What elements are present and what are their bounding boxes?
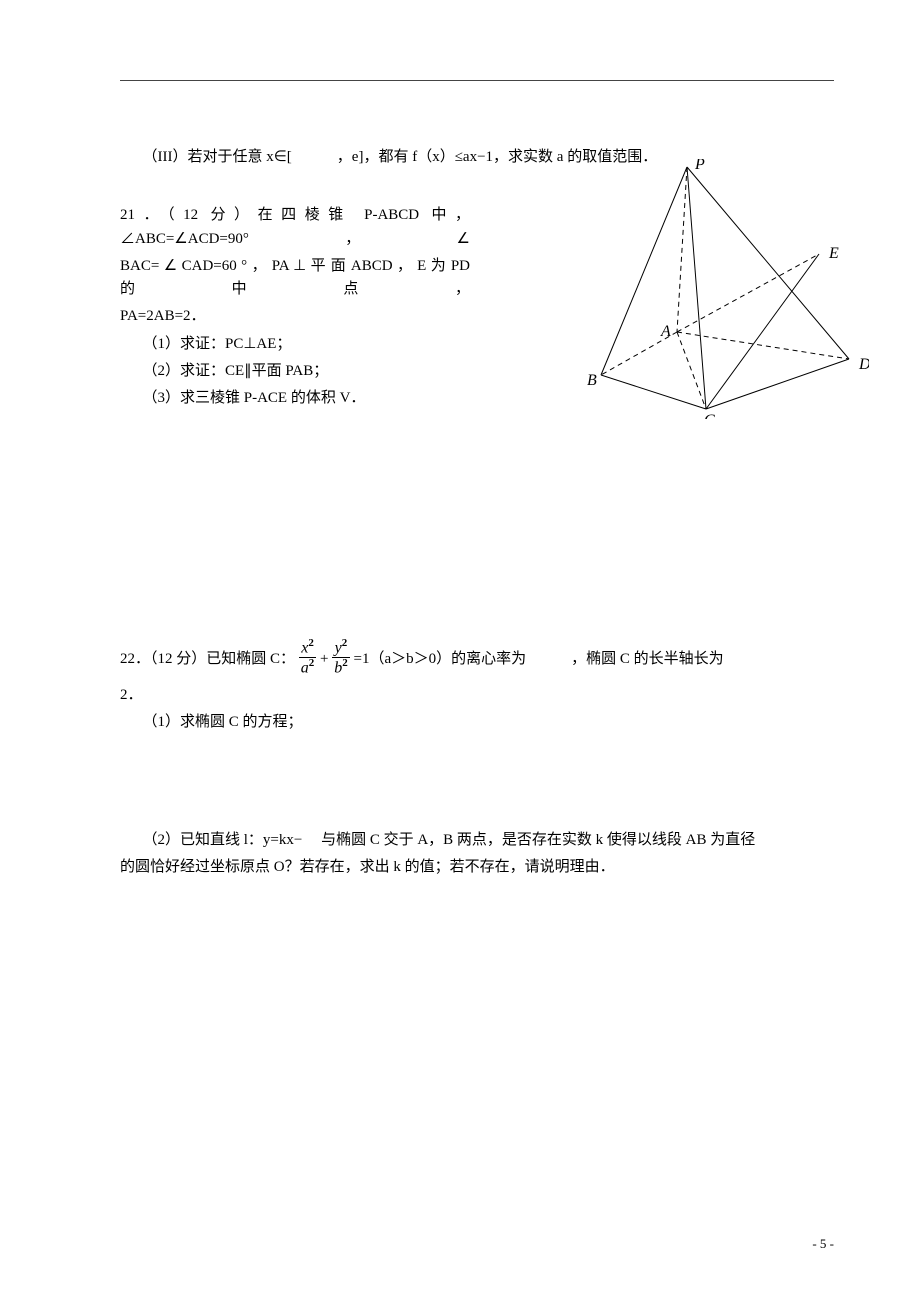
svg-text:P: P bbox=[694, 159, 705, 173]
q22-prefix: 22．（12 分）已知椭圆 C： bbox=[120, 651, 295, 667]
q21-sub1: （1）求证：PC⊥AE； bbox=[120, 333, 470, 356]
svg-text:C: C bbox=[704, 412, 715, 419]
q22-plus: + bbox=[320, 651, 332, 667]
svg-text:E: E bbox=[828, 245, 839, 262]
pyramid-figure: P A B C D E bbox=[579, 159, 869, 424]
q22-line2: 2． bbox=[120, 684, 834, 707]
q21-sub2: （2）求证：CE∥平面 PAB； bbox=[120, 360, 470, 383]
q21-text-block: 21．（12 分）在四棱锥 P-ABCD 中，∠ABC=∠ACD=90°，∠ B… bbox=[120, 204, 470, 410]
svg-text:B: B bbox=[587, 372, 597, 389]
top-rule bbox=[120, 80, 834, 81]
svg-text:A: A bbox=[660, 323, 671, 340]
pyramid-svg: P A B C D E bbox=[579, 159, 869, 419]
q22-frac-x2a2: x2 a2 bbox=[299, 638, 317, 677]
svg-text:D: D bbox=[858, 356, 869, 373]
q21-line3: PA=2AB=2． bbox=[120, 305, 470, 328]
q22-sub2-block: （2）已知直线 l：y=kx− 与椭圆 C 交于 A，B 两点，是否存在实数 k… bbox=[120, 829, 834, 880]
q21-line2: BAC= ∠ CAD=60 ° ， PA ⊥ 平 面 ABCD ， E 为 PD… bbox=[120, 255, 470, 302]
q22-sub1: （1）求椭圆 C 的方程； bbox=[120, 711, 834, 734]
q22-after: =1（a＞b＞0）的离心率为 ，椭圆 C 的长半轴长为 bbox=[353, 651, 723, 667]
q21-sub3: （3）求三棱锥 P-ACE 的体积 V． bbox=[120, 387, 470, 410]
q21-line1: 21．（12 分）在四棱锥 P-ABCD 中，∠ABC=∠ACD=90°，∠ bbox=[120, 204, 470, 251]
q22-frac-y2b2: y2 b2 bbox=[332, 638, 350, 677]
q22-line1: 22．（12 分）已知椭圆 C： x2 a2 + y2 b2 =1（a＞b＞0）… bbox=[120, 640, 834, 679]
question-22: 22．（12 分）已知椭圆 C： x2 a2 + y2 b2 =1（a＞b＞0）… bbox=[120, 640, 834, 879]
page-number: - 5 - bbox=[812, 1236, 834, 1252]
question-21: 21．（12 分）在四棱锥 P-ABCD 中，∠ABC=∠ACD=90°，∠ B… bbox=[120, 204, 834, 410]
q22-sub2-line2: 的圆恰好经过坐标原点 O？若存在，求出 k 的值；若不存在，请说明理由． bbox=[120, 856, 834, 879]
q22-sub2-line1: （2）已知直线 l：y=kx− 与椭圆 C 交于 A，B 两点，是否存在实数 k… bbox=[120, 829, 834, 852]
